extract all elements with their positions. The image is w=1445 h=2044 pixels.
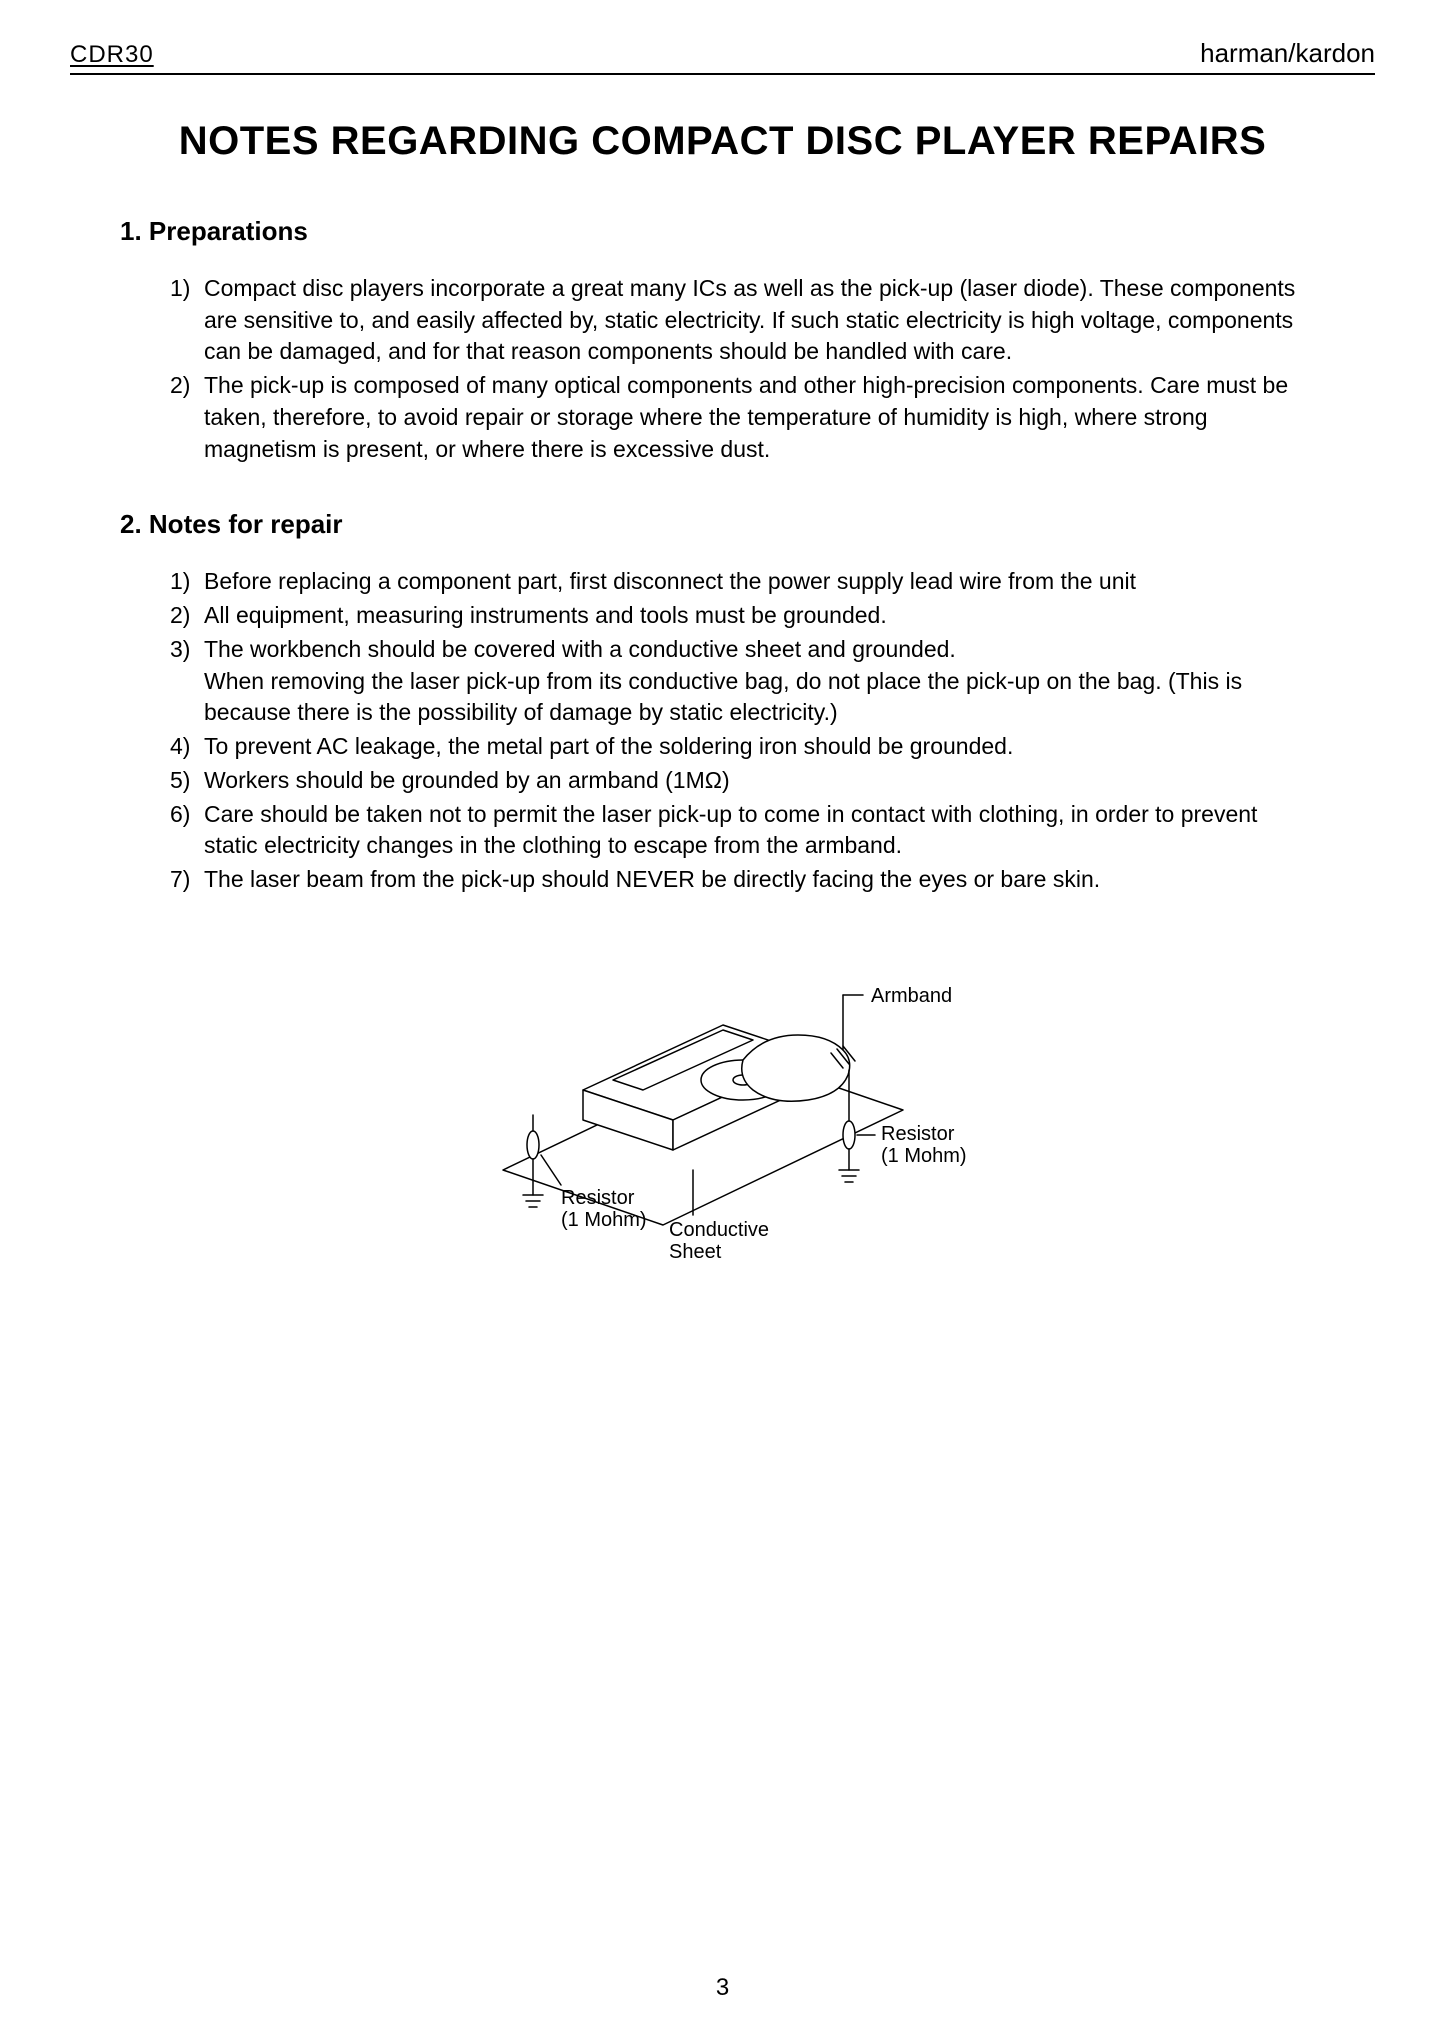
section-heading-notes: 2. Notes for repair — [120, 509, 1375, 540]
item-text: All equipment, measuring instruments and… — [204, 600, 1315, 632]
list-item: 3) The workbench should be covered with … — [170, 634, 1315, 729]
diagram-label-sheet-2: Sheet — [669, 1241, 722, 1263]
item-text: Care should be taken not to permit the l… — [204, 799, 1315, 862]
item-text: Compact disc players incorporate a great… — [204, 273, 1315, 368]
diagram-label-resistor-right: Resistor — [881, 1123, 955, 1145]
list-item: 1) Before replacing a component part, fi… — [170, 566, 1315, 598]
list-item: 4) To prevent AC leakage, the metal part… — [170, 731, 1315, 763]
item-number: 3) — [170, 634, 204, 729]
item-text: The workbench should be covered with a c… — [204, 634, 1315, 729]
diagram-svg: Armband Resistor (1 Mohm) Resistor (1 Mo… — [443, 940, 1003, 1280]
list-item: 7) The laser beam from the pick-up shoul… — [170, 864, 1315, 896]
diagram-label-resistor-left-value: (1 Mohm) — [561, 1209, 647, 1231]
item-number: 4) — [170, 731, 204, 763]
diagram-label-resistor-left: Resistor — [561, 1187, 635, 1209]
item-number: 6) — [170, 799, 204, 862]
item-number: 2) — [170, 370, 204, 465]
page-title: NOTES REGARDING COMPACT DISC PLAYER REPA… — [70, 119, 1375, 164]
list-item: 2) All equipment, measuring instruments … — [170, 600, 1315, 632]
diagram-label-sheet: Conductive — [669, 1219, 769, 1241]
item-number: 2) — [170, 600, 204, 632]
item-number: 7) — [170, 864, 204, 896]
item-text-line: The workbench should be covered with a c… — [204, 636, 956, 662]
list-item: 5) Workers should be grounded by an armb… — [170, 765, 1315, 797]
list-item: 6) Care should be taken not to permit th… — [170, 799, 1315, 862]
item-text-continuation: When removing the laser pick-up from its… — [204, 666, 1315, 729]
diagram-label-resistor-right-value: (1 Mohm) — [881, 1145, 967, 1167]
item-text: Before replacing a component part, first… — [204, 566, 1315, 598]
preparations-list: 1) Compact disc players incorporate a gr… — [170, 273, 1315, 465]
model-code: CDR30 — [70, 41, 154, 69]
grounding-diagram: Armband Resistor (1 Mohm) Resistor (1 Mo… — [443, 940, 1003, 1285]
item-text: The laser beam from the pick-up should N… — [204, 864, 1315, 896]
item-number: 1) — [170, 566, 204, 598]
list-item: 2) The pick-up is composed of many optic… — [170, 370, 1315, 465]
page-header: CDR30 harman/kardon — [70, 38, 1375, 75]
item-number: 5) — [170, 765, 204, 797]
diagram-label-armband: Armband — [871, 985, 952, 1007]
item-text: Workers should be grounded by an armband… — [204, 765, 1315, 797]
item-text: The pick-up is composed of many optical … — [204, 370, 1315, 465]
item-text: To prevent AC leakage, the metal part of… — [204, 731, 1315, 763]
page-number: 3 — [0, 1974, 1445, 2002]
brand-name: harman/kardon — [1200, 38, 1375, 69]
notes-list: 1) Before replacing a component part, fi… — [170, 566, 1315, 895]
list-item: 1) Compact disc players incorporate a gr… — [170, 273, 1315, 368]
item-number: 1) — [170, 273, 204, 368]
section-heading-preparations: 1. Preparations — [120, 216, 1375, 247]
